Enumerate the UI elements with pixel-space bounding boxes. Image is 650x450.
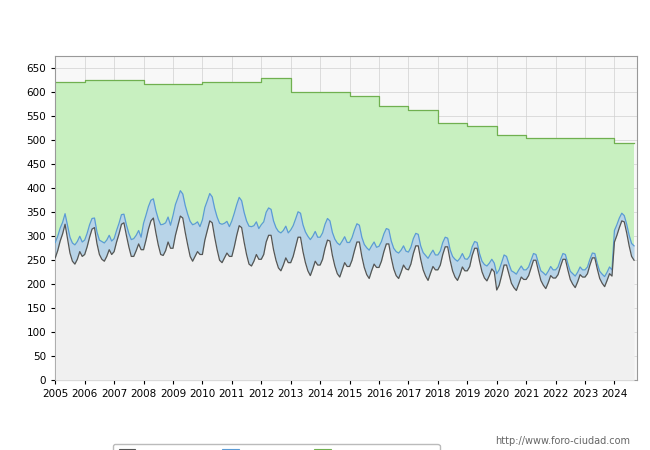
Legend: Ocupados, Parados, Hab. entre 16-64: Ocupados, Parados, Hab. entre 16-64 <box>113 444 439 450</box>
Text: Vinuesa - Evolucion de la poblacion en edad de Trabajar Septiembre de 2024: Vinuesa - Evolucion de la poblacion en e… <box>79 17 571 30</box>
Text: http://www.foro-ciudad.com: http://www.foro-ciudad.com <box>495 436 630 446</box>
